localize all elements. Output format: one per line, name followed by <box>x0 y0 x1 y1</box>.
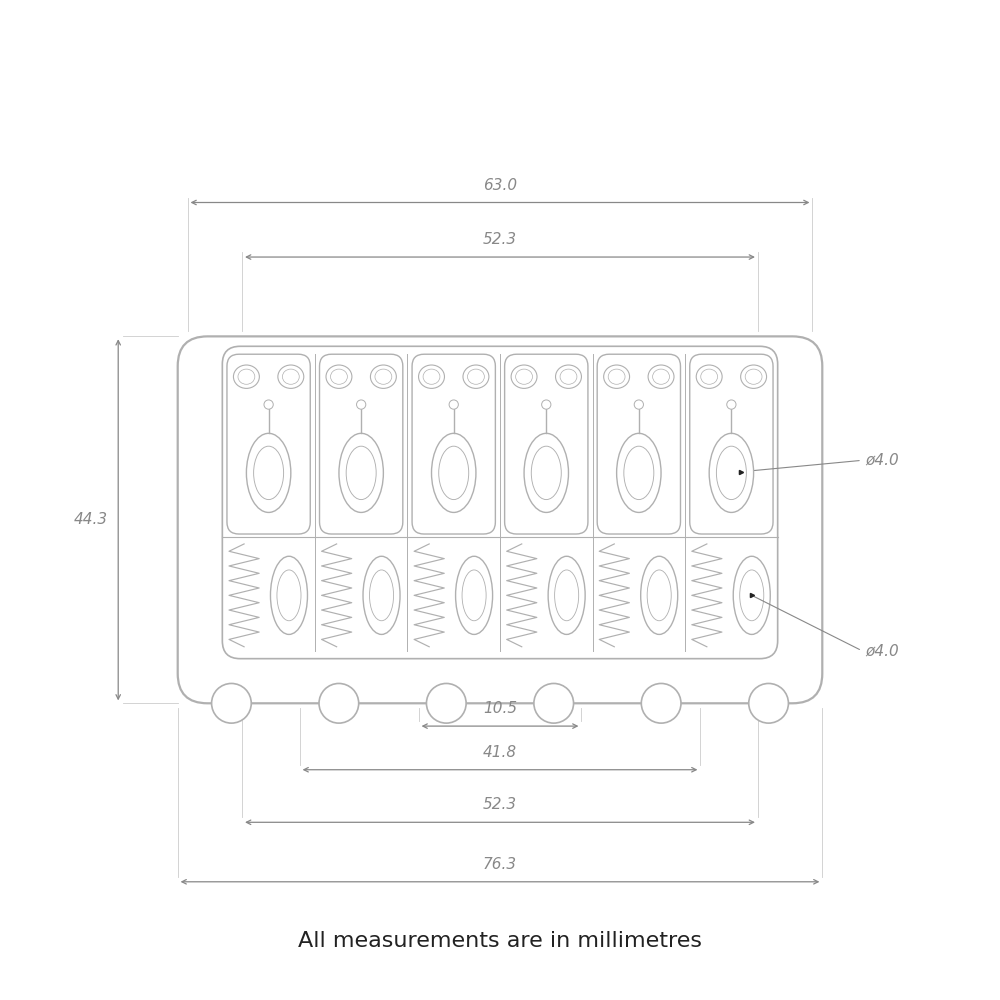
Text: 44.3: 44.3 <box>74 512 108 527</box>
Ellipse shape <box>641 556 678 634</box>
Ellipse shape <box>339 433 383 512</box>
Text: 76.3: 76.3 <box>483 857 517 872</box>
FancyBboxPatch shape <box>690 354 773 534</box>
Circle shape <box>634 400 643 409</box>
Ellipse shape <box>270 556 307 634</box>
FancyBboxPatch shape <box>320 354 403 534</box>
Ellipse shape <box>524 433 568 512</box>
Text: ø4.0: ø4.0 <box>865 643 899 658</box>
Text: ø4.0: ø4.0 <box>865 453 899 468</box>
Ellipse shape <box>648 365 674 388</box>
Ellipse shape <box>696 365 722 388</box>
Ellipse shape <box>617 433 661 512</box>
FancyBboxPatch shape <box>412 354 495 534</box>
Text: All measurements are in millimetres: All measurements are in millimetres <box>298 931 702 951</box>
Ellipse shape <box>741 365 767 388</box>
Ellipse shape <box>548 556 585 634</box>
Ellipse shape <box>326 365 352 388</box>
FancyBboxPatch shape <box>597 354 680 534</box>
Ellipse shape <box>278 365 304 388</box>
Ellipse shape <box>246 433 291 512</box>
Ellipse shape <box>749 683 788 723</box>
FancyBboxPatch shape <box>227 354 310 534</box>
Circle shape <box>542 400 551 409</box>
Ellipse shape <box>212 683 251 723</box>
Ellipse shape <box>709 433 754 512</box>
Circle shape <box>449 400 458 409</box>
Ellipse shape <box>319 683 359 723</box>
FancyBboxPatch shape <box>505 354 588 534</box>
Ellipse shape <box>363 556 400 634</box>
Circle shape <box>357 400 366 409</box>
Ellipse shape <box>233 365 259 388</box>
Circle shape <box>727 400 736 409</box>
Ellipse shape <box>733 556 770 634</box>
Text: 63.0: 63.0 <box>483 178 517 193</box>
Ellipse shape <box>604 365 630 388</box>
Ellipse shape <box>463 365 489 388</box>
Ellipse shape <box>534 683 574 723</box>
Text: 52.3: 52.3 <box>483 232 517 247</box>
Text: 41.8: 41.8 <box>483 745 517 760</box>
Text: 10.5: 10.5 <box>483 701 517 716</box>
Ellipse shape <box>426 683 466 723</box>
Ellipse shape <box>556 365 581 388</box>
Ellipse shape <box>641 683 681 723</box>
Ellipse shape <box>419 365 444 388</box>
Ellipse shape <box>432 433 476 512</box>
Ellipse shape <box>370 365 396 388</box>
Circle shape <box>264 400 273 409</box>
Ellipse shape <box>511 365 537 388</box>
Text: 52.3: 52.3 <box>483 797 517 812</box>
Ellipse shape <box>456 556 493 634</box>
